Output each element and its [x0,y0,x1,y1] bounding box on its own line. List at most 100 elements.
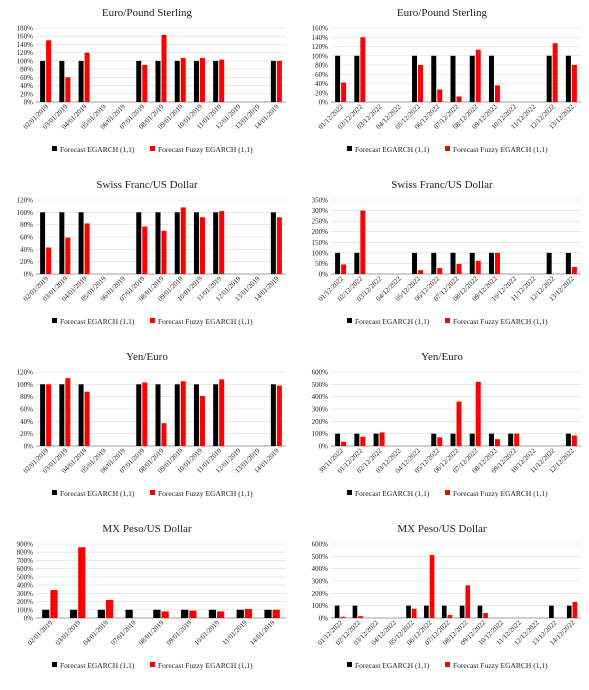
bar-fuzzy [571,267,577,274]
bar-fuzzy [217,611,225,618]
legend-swatch-fuzzy [150,146,155,151]
chart-euro-gbp-2019: Euro/Pound Sterling 0% 20% 40% 60% 80% 100% 120… [0,2,294,174]
bar-fuzzy [105,599,114,618]
bar-egarch [334,605,340,618]
bar-fuzzy [341,82,347,102]
y-tick-label: 200% [312,590,329,598]
bar-fuzzy [475,49,481,102]
bar-egarch [136,384,142,446]
chart-chf-usd-2022: Swiss Franc/US Dollar 0% 50% 100% 150% 200% 25… [295,174,589,346]
bar-fuzzy [572,601,578,618]
bar-fuzzy [437,89,443,102]
legend-swatch-egarch [52,318,57,323]
y-tick-label: 0% [319,443,329,451]
bar-fuzzy [571,435,577,446]
bar-egarch [264,609,272,618]
bar-egarch [174,60,180,102]
bar-fuzzy [244,608,253,618]
y-tick-label: 40% [315,80,328,88]
y-tick-label: 400% [17,582,34,590]
bar-fuzzy [189,610,197,618]
bar-egarch [213,384,219,446]
legend-label-fuzzy: Forecast Fuzzy EGARCH (1,1) [453,661,548,670]
y-tick-label: 250% [312,218,329,226]
bar-fuzzy [46,384,52,446]
bar-fuzzy [341,441,347,446]
y-tick-label: 100% [17,606,34,614]
bar-egarch [354,55,360,102]
bar-fuzzy [161,34,167,102]
y-tick-label: 600% [17,565,34,573]
x-tick-label: 07/01/2019 [109,618,138,647]
y-tick-label: 60% [20,234,33,242]
legend-label-egarch: Forecast EGARCH (1,1) [355,317,430,326]
x-tick-label: 09/01/2019 [165,618,194,647]
chart-mxn-usd-2022-svg: MX Peso/US Dollar 0% 100% 200% 300% 400% 500% 6… [312,523,581,670]
bar-fuzzy [494,439,500,446]
y-tick-label: 120% [17,197,34,205]
chart-title: Yen/Euro [421,351,463,363]
y-tick-label: 100% [312,430,329,438]
bar-egarch [97,609,105,618]
bar-egarch [270,212,276,274]
bar-egarch [335,433,341,446]
y-tick-label: 60% [20,74,33,82]
bar-fuzzy [456,96,462,102]
legend: Forecast EGARCH (1,1) Forecast Fuzzy EGAR… [347,317,548,326]
bar-egarch [546,252,552,274]
bar-egarch [469,55,475,102]
y-tick-label: 20% [20,90,33,98]
y-tick-label: 120% [312,43,329,51]
bar-egarch [354,433,360,446]
y-tick-label: 900% [17,541,34,549]
legend-swatch-fuzzy [445,490,450,495]
y-tick-label: 20% [315,89,328,97]
chart-title: Swiss Franc/US Dollar [96,179,198,191]
y-tick-label: 120% [17,49,34,57]
legend: Forecast EGARCH (1,1) Forecast Fuzzy EGAR… [52,661,253,670]
bar-egarch [335,252,341,274]
legend-swatch-egarch [52,662,57,667]
legend: Forecast EGARCH (1,1) Forecast Fuzzy EGAR… [347,489,548,498]
bar-fuzzy [340,616,346,618]
bar-fuzzy [65,378,71,446]
legend: Forecast EGARCH (1,1) Forecast Fuzzy EGAR… [347,145,548,154]
bar-fuzzy [437,437,443,446]
y-tick-label: 0% [24,99,34,107]
legend: Forecast EGARCH (1,1) Forecast Fuzzy EGAR… [52,145,253,154]
legend-label-fuzzy: Forecast Fuzzy EGARCH (1,1) [158,489,253,498]
chart-yen-euro-2019: Yen/Euro 0% 20% 40% 60% 80% 100% 120% 02/01/2019… [0,346,294,518]
legend-swatch-fuzzy [445,662,450,667]
bar-egarch [441,605,447,618]
chart-title: MX Peso/US Dollar [102,523,192,535]
bar-egarch [352,605,358,618]
bar-fuzzy [276,385,282,446]
bar-egarch [59,384,65,446]
bar-fuzzy [142,226,148,274]
chart-title: Swiss Franc/US Dollar [391,179,493,191]
bar-fuzzy [437,268,443,274]
bar-fuzzy [65,237,71,274]
bar-fuzzy [219,379,225,446]
y-tick-label: 60% [20,406,33,414]
y-tick-label: 800% [17,549,34,557]
bar-egarch [155,384,161,446]
bar-egarch [59,60,65,102]
y-tick-label: 50% [315,260,328,268]
bar-fuzzy [50,590,58,618]
chart-title: Euro/Pound Sterling [102,7,193,19]
bar-fuzzy [494,252,500,274]
legend-label-egarch: Forecast EGARCH (1,1) [60,145,135,154]
legend-label-egarch: Forecast EGARCH (1,1) [355,661,430,670]
bar-egarch [136,212,142,274]
y-tick-label: 80% [20,221,33,229]
y-tick-label: 180% [17,25,34,33]
bar-egarch [40,384,46,446]
legend-label-egarch: Forecast EGARCH (1,1) [60,317,135,326]
legend-label-fuzzy: Forecast Fuzzy EGARCH (1,1) [158,317,253,326]
bar-fuzzy [411,608,417,618]
bar-egarch [459,605,465,618]
bar-egarch [40,212,46,274]
y-tick-label: 500% [17,573,34,581]
bar-egarch [354,252,360,274]
